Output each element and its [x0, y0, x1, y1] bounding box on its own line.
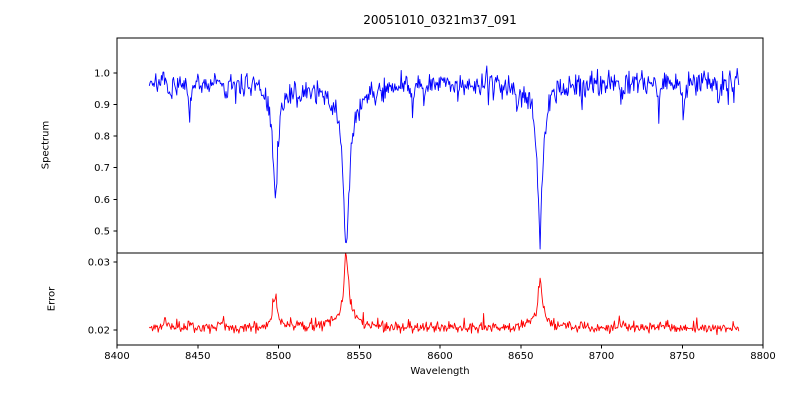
- x-axis-label: Wavelength: [410, 366, 470, 377]
- x-tick-label: 8400: [104, 351, 129, 362]
- spectrum-y-tick-label: 0.7: [94, 163, 110, 174]
- chart-title: 20051010_0321m37_091: [363, 13, 517, 27]
- spectrum-series-line: [148, 65, 740, 250]
- spectrum-y-axis-ticks: 0.5 0.6 0.7 0.8 0.9 1.0: [94, 68, 117, 237]
- x-axis-ticks: 8400 8450 8500 8550 8600 8650 8700 8750 8800: [104, 345, 776, 362]
- x-tick-label: 8550: [347, 351, 372, 362]
- x-tick-label: 8500: [266, 351, 291, 362]
- spectrum-y-tick-label: 0.6: [94, 195, 110, 206]
- error-y-tick-label: 0.03: [88, 257, 110, 268]
- spectrum-y-tick-label: 0.9: [94, 100, 110, 111]
- x-tick-label: 8650: [508, 351, 533, 362]
- spectrum-y-tick-label: 0.5: [94, 226, 110, 237]
- error-series-line: [148, 253, 740, 336]
- spectrum-y-tick-label: 0.8: [94, 132, 110, 143]
- x-tick-label: 8800: [750, 351, 775, 362]
- spectrum-y-tick-label: 1.0: [94, 68, 110, 79]
- x-tick-label: 8750: [670, 351, 695, 362]
- x-tick-label: 8450: [185, 351, 210, 362]
- x-tick-label: 8700: [589, 351, 614, 362]
- spectrum-panel-border: [116, 37, 764, 254]
- error-y-axis-ticks: 0.02 0.03: [88, 257, 117, 337]
- error-y-tick-label: 0.02: [88, 326, 110, 337]
- x-tick-label: 8600: [427, 351, 452, 362]
